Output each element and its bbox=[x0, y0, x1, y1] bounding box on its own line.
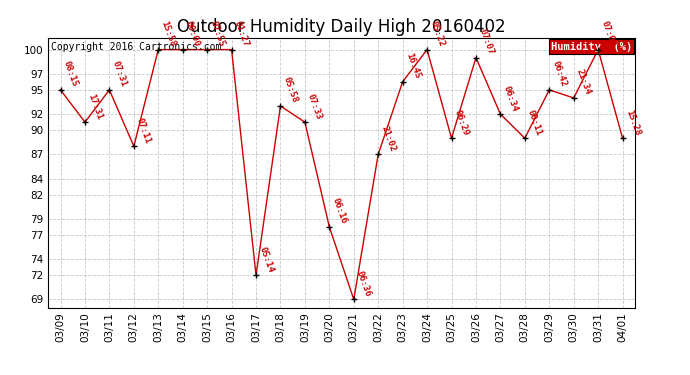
Text: 15:28: 15:28 bbox=[624, 108, 642, 136]
Text: 07:33: 07:33 bbox=[306, 92, 324, 120]
Text: 01:27: 01:27 bbox=[233, 20, 250, 48]
Text: 07:07: 07:07 bbox=[600, 20, 617, 48]
Text: 00:11: 00:11 bbox=[526, 108, 544, 136]
Text: 17:31: 17:31 bbox=[86, 92, 104, 120]
Text: Humidity  (%): Humidity (%) bbox=[551, 42, 632, 52]
Text: 06:42: 06:42 bbox=[551, 60, 568, 88]
Text: 05:22: 05:22 bbox=[428, 20, 446, 48]
Text: 06:16: 06:16 bbox=[331, 197, 348, 225]
Text: 07:11: 07:11 bbox=[135, 116, 152, 145]
Text: 07:31: 07:31 bbox=[110, 60, 128, 88]
Text: 05:58: 05:58 bbox=[282, 76, 299, 104]
Text: 16:45: 16:45 bbox=[404, 52, 422, 80]
Text: 07:07: 07:07 bbox=[477, 28, 495, 56]
Text: 06:36: 06:36 bbox=[355, 270, 373, 298]
Text: 06:29: 06:29 bbox=[453, 108, 471, 136]
Text: 08:15: 08:15 bbox=[61, 60, 79, 88]
Text: 06:34: 06:34 bbox=[502, 84, 520, 112]
Text: 05:14: 05:14 bbox=[257, 245, 275, 274]
Text: 15:58: 15:58 bbox=[159, 20, 177, 48]
Text: 07:55: 07:55 bbox=[208, 20, 226, 48]
Text: 21:34: 21:34 bbox=[575, 68, 593, 96]
Text: 00:00: 00:00 bbox=[184, 20, 201, 48]
Title: Outdoor Humidity Daily High 20160402: Outdoor Humidity Daily High 20160402 bbox=[177, 18, 506, 36]
Text: 21:02: 21:02 bbox=[380, 124, 397, 153]
Text: Copyright 2016 Cartronics.com: Copyright 2016 Cartronics.com bbox=[51, 42, 221, 51]
